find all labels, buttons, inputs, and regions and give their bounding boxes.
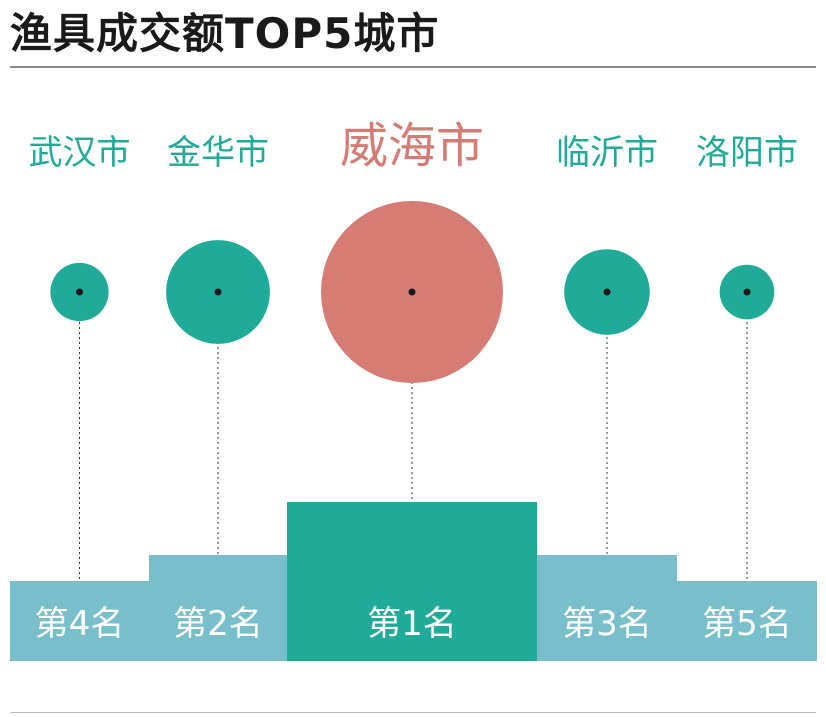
rank-label: 第1名 — [367, 604, 457, 644]
podium-block-rank-4 — [10, 581, 149, 661]
rank-label: 第2名 — [173, 604, 263, 644]
rank-label: 第3名 — [562, 604, 652, 644]
rank-label: 第4名 — [35, 604, 125, 644]
bubble-center-dot — [743, 288, 751, 296]
bubble-center-dot — [214, 288, 222, 296]
city-label: 洛阳市 — [696, 133, 798, 173]
city-label: 威海市 — [340, 118, 484, 174]
bottom-divider — [10, 712, 816, 713]
podium-block-rank-1 — [287, 502, 537, 661]
rank-label: 第5名 — [702, 604, 792, 644]
city-label: 临沂市 — [556, 133, 658, 173]
city-label: 金华市 — [167, 133, 269, 173]
bubble-center-dot — [76, 288, 83, 296]
bubble-center-dot — [603, 288, 611, 296]
podium-block-rank-5 — [677, 581, 817, 661]
city-label: 武汉市 — [29, 133, 131, 173]
bubble-center-dot — [408, 288, 416, 296]
chart-title: 渔具成交额TOP5城市 — [10, 9, 440, 58]
podium-block-rank-2 — [149, 555, 287, 661]
podium-block-rank-3 — [537, 555, 677, 661]
title-divider — [10, 66, 816, 68]
